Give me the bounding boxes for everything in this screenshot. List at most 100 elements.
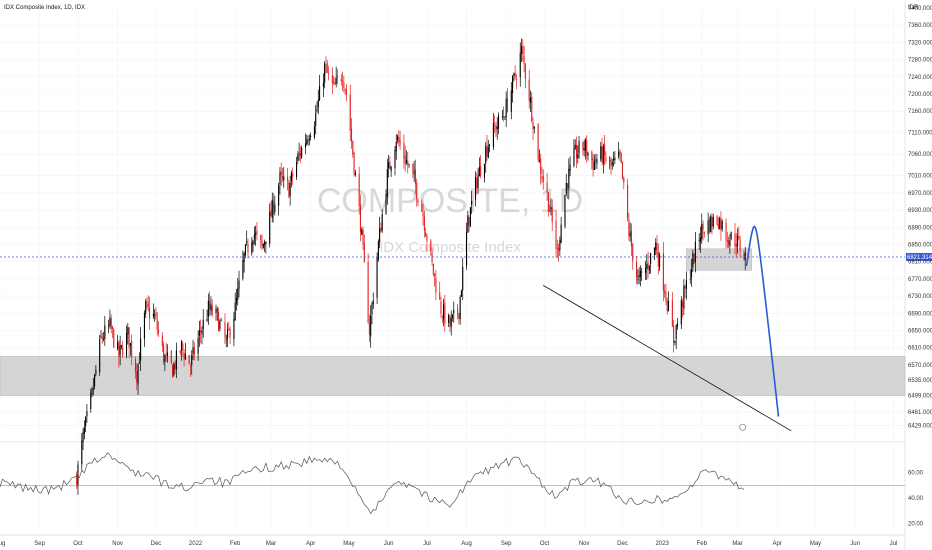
candle-body <box>283 176 285 181</box>
resistance-zone <box>686 248 752 271</box>
candle-body <box>269 212 271 244</box>
candle-body <box>604 144 606 156</box>
candle-body <box>469 207 471 227</box>
candle-body <box>182 343 184 350</box>
candle-body <box>734 233 736 246</box>
candle-body <box>405 160 408 163</box>
candle-body <box>584 140 586 151</box>
candle-body <box>623 178 625 183</box>
candle-body <box>468 217 470 226</box>
candle-body <box>636 262 638 279</box>
candle-body <box>272 201 275 214</box>
candle-body <box>157 329 160 333</box>
candle-body <box>235 297 238 304</box>
candle-body <box>247 243 249 253</box>
price-tick-label: 6429.0000 <box>908 424 932 430</box>
candle-body <box>299 152 301 156</box>
candle-body <box>448 315 450 323</box>
candle-body <box>336 75 339 78</box>
candle-body <box>684 285 686 288</box>
candle-body <box>639 270 641 277</box>
candle-body <box>629 232 631 237</box>
candle-body <box>613 158 615 161</box>
candle-body <box>125 333 128 356</box>
candle-body <box>738 235 740 239</box>
candle-body <box>152 313 154 317</box>
time-tick-label: Sep <box>34 541 45 547</box>
candle-body <box>362 229 364 245</box>
time-tick-label: May <box>343 541 354 547</box>
candle-body <box>555 220 557 250</box>
candle-body <box>225 338 227 340</box>
candle-body <box>440 301 442 315</box>
candle-body <box>504 118 506 120</box>
candle-body <box>398 136 400 143</box>
candle-body <box>313 126 315 138</box>
candle-body <box>237 288 239 300</box>
candle-body <box>198 330 200 336</box>
candle-body <box>136 371 138 383</box>
candle-body <box>358 173 360 207</box>
candle-body <box>350 128 353 142</box>
annotation-marker <box>739 423 746 431</box>
candle-body <box>143 312 145 339</box>
candle-body <box>243 253 245 263</box>
candle-body <box>422 212 424 217</box>
candle-body <box>444 302 446 324</box>
candle-body <box>113 329 115 348</box>
price-tick-label: 6970.0000 <box>908 191 932 197</box>
candle-body <box>342 80 344 82</box>
candle-body <box>667 301 670 312</box>
candle-body <box>301 147 303 158</box>
candle-body <box>682 301 684 307</box>
candle-body <box>376 257 378 298</box>
candle-body <box>662 253 664 291</box>
candle-body <box>101 336 103 340</box>
rsi-tick-label: 20.00 <box>908 522 924 528</box>
candle-body <box>179 350 181 353</box>
last-price-label: 6821.3140 <box>907 255 932 261</box>
candle-body <box>457 308 459 314</box>
candle-body <box>120 344 122 347</box>
candle-body <box>83 427 85 435</box>
price-tick-label: 7240.0000 <box>908 75 932 81</box>
candle-body <box>564 194 566 227</box>
price-tick-label: 7110.0000 <box>908 131 932 137</box>
candle-body <box>322 82 324 87</box>
candle-body <box>335 77 337 84</box>
candle-body <box>349 94 351 131</box>
candle-body <box>549 210 551 212</box>
candle-body <box>443 304 445 320</box>
price-tick-label: 6535.0000 <box>908 378 932 384</box>
candle-body <box>131 340 133 358</box>
candle-body <box>326 63 328 73</box>
candle-body <box>77 464 79 487</box>
candle-body <box>495 125 497 132</box>
candle-body <box>140 338 142 361</box>
candle-body <box>483 163 486 178</box>
candle-body <box>111 326 114 329</box>
candle-body <box>728 239 730 245</box>
candle-body <box>164 354 166 363</box>
candle-body <box>435 277 437 293</box>
candle-body <box>99 338 101 373</box>
candle-body <box>412 163 414 172</box>
candle-body <box>91 388 93 394</box>
candle-body <box>308 138 310 141</box>
candle-body <box>201 330 203 335</box>
candle-body <box>224 322 226 338</box>
candle-body <box>388 162 390 169</box>
candle-body <box>565 182 567 194</box>
time-tick-label: Sep <box>501 541 512 547</box>
candle-body <box>219 321 221 330</box>
candle-body <box>528 79 530 101</box>
candle-body <box>180 341 183 351</box>
candle-body <box>574 144 576 150</box>
candle-body <box>595 158 597 162</box>
time-tick-label: Jul <box>890 541 898 547</box>
candle-body <box>191 355 193 366</box>
candle-body <box>163 344 165 363</box>
candle-body <box>637 279 639 281</box>
candle-body <box>119 345 121 356</box>
